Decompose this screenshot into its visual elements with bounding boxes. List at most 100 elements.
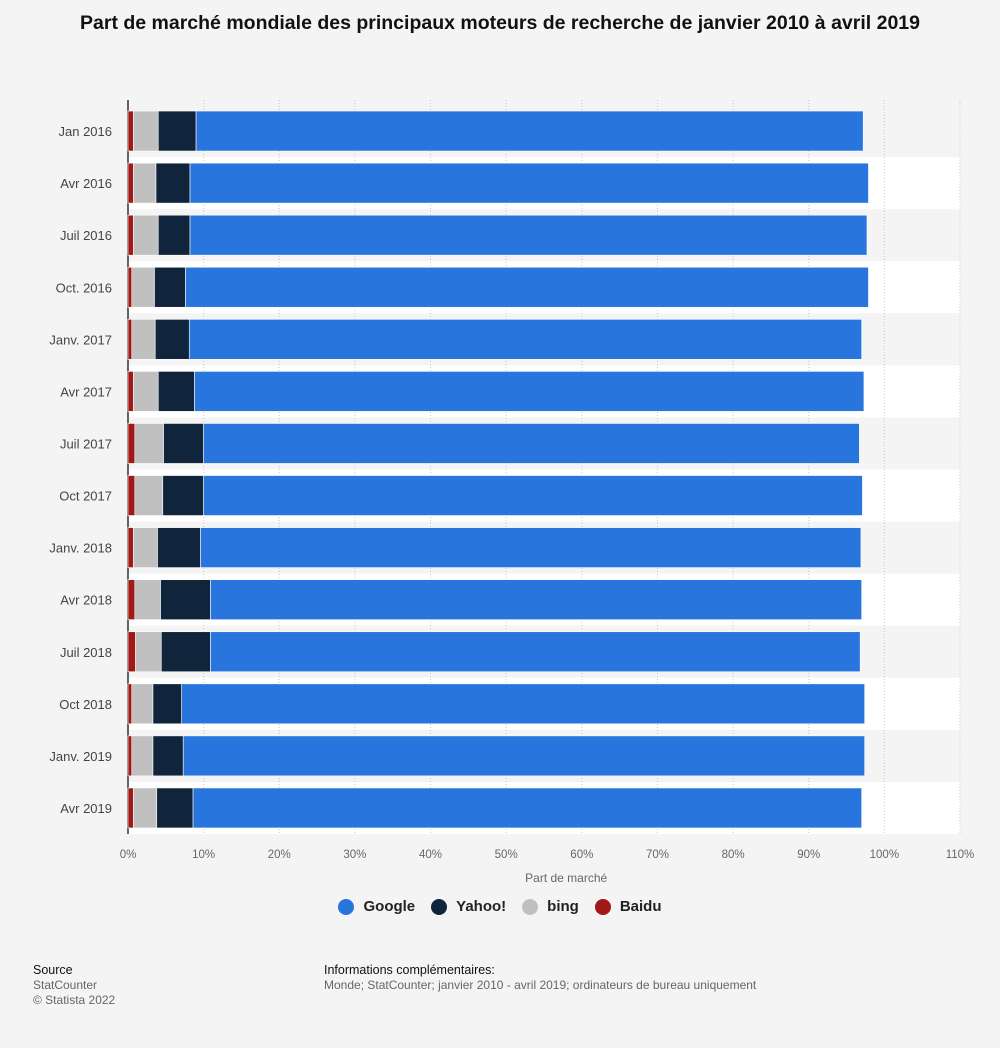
bar-google	[195, 110, 864, 152]
bar-google	[189, 214, 868, 256]
bar-baidu	[127, 110, 134, 152]
bar-yahoo	[157, 527, 201, 568]
bar-google	[181, 683, 865, 725]
x-tick-label: 100%	[870, 849, 899, 861]
legend-label-yahoo: Yahoo!	[456, 898, 507, 915]
x-tick-label: 40%	[419, 849, 442, 861]
category-label: Juil 2018	[60, 645, 112, 660]
category-label: Avr 2016	[60, 176, 112, 191]
bar-bing	[132, 214, 159, 256]
bar-bing	[131, 735, 154, 777]
bar-yahoo	[162, 475, 204, 516]
bar-bing	[134, 423, 164, 464]
category-label: Avr 2019	[60, 801, 112, 816]
bar-google	[182, 735, 865, 777]
bar-bing	[132, 527, 158, 568]
bar-google	[203, 423, 860, 464]
stacked-bar-chart: Jan 2016 Avr 2016 Juil 2016 Oct. 2016 Janv. …	[49, 100, 975, 885]
bar-yahoo	[156, 787, 194, 829]
x-tick-label: 0%	[120, 849, 137, 861]
category-label: Oct. 2016	[56, 280, 112, 295]
bar-baidu	[127, 631, 136, 673]
bar-baidu	[127, 683, 133, 725]
x-tick-label: 30%	[343, 849, 366, 861]
category-label: Janv. 2017	[49, 332, 112, 347]
source-block: Source StatCounter © Statista 2022	[33, 963, 115, 1008]
x-tick-label: 50%	[495, 849, 518, 861]
category-label: Janv. 2018	[49, 541, 112, 556]
legend-swatch-bing	[522, 898, 539, 915]
bar-yahoo	[152, 683, 183, 725]
bar-google	[185, 266, 869, 308]
bar-yahoo	[157, 371, 195, 412]
bar-yahoo	[160, 631, 211, 673]
bar-yahoo	[157, 214, 191, 256]
x-tick-label: 90%	[797, 849, 820, 861]
bar-google	[203, 475, 863, 516]
category-label: Juil 2016	[60, 228, 112, 243]
bar-baidu	[127, 527, 134, 568]
bar-bing	[131, 319, 156, 360]
bar-bing	[131, 683, 154, 725]
bar-yahoo	[154, 319, 190, 360]
bar-yahoo	[154, 266, 186, 308]
x-tick-label: 20%	[268, 849, 291, 861]
category-label: Juil 2017	[60, 436, 112, 451]
bar-baidu	[127, 423, 136, 464]
bar-bing	[131, 266, 155, 308]
chart-legend: Google Yahoo! bing Baidu	[0, 898, 1000, 915]
bar-google	[194, 371, 865, 412]
info-block: Informations complémentaires: Monde; Sta…	[324, 963, 756, 993]
x-tick-label: 110%	[946, 849, 975, 861]
x-tick-label: 10%	[192, 849, 215, 861]
x-tick-label: 60%	[570, 849, 593, 861]
category-label: Janv. 2019	[49, 749, 112, 764]
category-label: Oct 2017	[59, 489, 112, 504]
bar-bing	[132, 110, 159, 152]
legend-swatch-baidu	[594, 898, 611, 915]
bar-google	[200, 527, 862, 568]
bar-baidu	[127, 214, 134, 256]
bar-baidu	[127, 371, 134, 412]
bar-baidu	[127, 475, 136, 516]
bar-bing	[132, 371, 159, 412]
bar-baidu	[127, 266, 133, 308]
bar-bing	[135, 631, 162, 673]
x-tick-label: 70%	[646, 849, 669, 861]
x-axis-title: Part de marché	[525, 871, 607, 885]
bar-baidu	[127, 579, 136, 620]
category-label: Avr 2018	[60, 593, 112, 608]
bar-yahoo	[163, 423, 204, 464]
bar-baidu	[127, 162, 134, 204]
legend-item-yahoo[interactable]: Yahoo!	[431, 898, 506, 915]
source-name: StatCounter	[33, 978, 98, 992]
legend-label-baidu: Baidu	[619, 898, 662, 915]
bar-yahoo	[160, 579, 211, 620]
category-label: Avr 2017	[60, 384, 112, 399]
bar-baidu	[127, 319, 133, 360]
bar-yahoo	[152, 735, 184, 777]
legend-item-google[interactable]: Google	[338, 898, 415, 915]
info-heading: Informations complémentaires:	[324, 963, 495, 977]
legend-label-bing: bing	[547, 898, 579, 915]
legend-item-baidu[interactable]: Baidu	[594, 898, 662, 915]
bar-bing	[134, 475, 164, 516]
bar-baidu	[127, 787, 134, 829]
bar-bing	[132, 787, 158, 829]
bar-bing	[132, 162, 157, 204]
legend-swatch-yahoo	[431, 898, 448, 915]
bar-baidu	[127, 735, 133, 777]
bar-yahoo	[157, 110, 197, 152]
chart-title: Part de marché mondiale des principaux m…	[80, 12, 920, 34]
bar-google	[189, 162, 869, 204]
legend-item-bing[interactable]: bing	[522, 898, 579, 915]
copyright: © Statista 2022	[33, 993, 116, 1007]
category-label: Oct 2018	[59, 697, 112, 712]
category-label: Jan 2016	[59, 124, 113, 139]
x-tick-label: 80%	[722, 849, 745, 861]
bar-google	[192, 787, 862, 829]
source-heading: Source	[33, 963, 73, 977]
bar-google	[188, 319, 862, 360]
legend-label-google: Google	[363, 898, 416, 915]
info-text: Monde; StatCounter; janvier 2010 - avril…	[324, 978, 757, 992]
